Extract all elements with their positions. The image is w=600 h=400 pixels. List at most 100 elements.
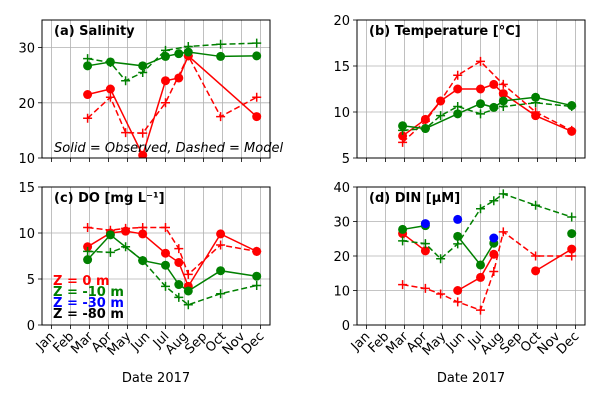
model-point xyxy=(83,54,93,64)
y-tick-label: 20 xyxy=(333,14,350,29)
y-tick-label: 10 xyxy=(18,152,35,167)
axes-frame xyxy=(41,19,271,159)
depth-legend-80m: Z = -80 m xyxy=(53,307,124,322)
model-point xyxy=(498,79,508,89)
model-point xyxy=(161,45,170,55)
observed-point xyxy=(453,84,463,94)
model-point xyxy=(216,289,226,299)
plot-area xyxy=(83,38,262,158)
y-tick-label: 10 xyxy=(18,227,35,242)
observed-point xyxy=(398,224,408,234)
observed-point xyxy=(420,246,430,256)
observed-point xyxy=(498,89,508,99)
model-point xyxy=(436,289,446,299)
model-line xyxy=(87,54,258,134)
model-point xyxy=(105,247,115,257)
model-point xyxy=(420,124,430,134)
observed-point xyxy=(138,61,148,71)
y-tick-label: 0 xyxy=(27,319,35,334)
observed-point xyxy=(252,51,262,61)
model-point xyxy=(453,101,463,111)
observed-point xyxy=(83,255,93,265)
model-point xyxy=(161,281,170,291)
panel-title: (c) DO [mg L⁻¹] xyxy=(54,191,165,206)
observed-model-note: Solid = Observed, Dashed = Model xyxy=(54,141,283,156)
model-point xyxy=(531,98,541,108)
x-tick-label-jun: Jun xyxy=(443,329,469,355)
plot-area xyxy=(398,189,577,315)
observed-point xyxy=(567,229,577,239)
depth-legend-0m: Z = 0 m xyxy=(53,274,110,289)
model-point xyxy=(138,222,148,232)
model-point xyxy=(531,251,541,261)
model-line xyxy=(87,226,257,276)
axes-frame xyxy=(41,186,271,326)
model-point xyxy=(83,222,93,232)
model-point xyxy=(216,112,226,122)
observed-point xyxy=(174,280,184,290)
axes-frame xyxy=(356,19,586,159)
observed-line xyxy=(87,233,257,292)
model-point xyxy=(252,246,262,256)
model-point xyxy=(216,39,226,49)
observed-point xyxy=(174,257,184,267)
model-point xyxy=(183,269,193,279)
model-point xyxy=(498,227,508,237)
observed-line xyxy=(535,248,573,272)
y-tick-label: 10 xyxy=(333,106,350,121)
observed-line xyxy=(402,96,572,130)
observed-line xyxy=(87,51,257,67)
panel-do: 051015JanFebMarAprMayJunJulAugSepOctNovD… xyxy=(18,181,271,359)
x-tick-label-dec: Dec xyxy=(239,329,267,357)
observed-point xyxy=(453,231,463,241)
observed-point xyxy=(489,249,499,259)
observed-point xyxy=(161,248,170,258)
model-point xyxy=(567,125,577,135)
model-point xyxy=(83,246,93,256)
y-tick-label: 15 xyxy=(18,181,35,196)
observed-point xyxy=(83,242,93,252)
x-axis-label-left: Date 2017 xyxy=(122,371,190,386)
model-point xyxy=(105,58,115,68)
model-point xyxy=(476,109,485,119)
model-point xyxy=(183,41,193,51)
model-line xyxy=(402,60,573,143)
panel-temperature: 5 10 15 20 (b) Temperature [°C] xyxy=(333,14,586,167)
observed-point xyxy=(174,49,184,59)
observed-point xyxy=(489,233,499,243)
y-tick-label: 15 xyxy=(333,60,350,75)
model-point xyxy=(252,92,262,102)
observed-point xyxy=(531,92,541,102)
model-point xyxy=(498,189,508,199)
y-tick-label: 0 xyxy=(342,319,350,334)
model-point xyxy=(398,137,408,147)
observed-point xyxy=(476,99,485,109)
model-point xyxy=(138,67,148,77)
model-point xyxy=(138,128,148,138)
model-point xyxy=(476,204,485,214)
observed-point xyxy=(398,121,408,131)
model-point xyxy=(420,239,430,249)
depth-legend-10m: Z = -10 m xyxy=(53,285,124,300)
observed-point xyxy=(105,84,115,94)
x-tick-label-dec: Dec xyxy=(554,329,582,357)
model-point xyxy=(476,56,485,66)
observed-point xyxy=(420,219,430,229)
panel-salinity: 10 20 30 (a) Salinity xyxy=(18,19,271,167)
model-point xyxy=(121,223,131,233)
model-point xyxy=(567,101,577,111)
model-point xyxy=(252,280,262,290)
observed-point xyxy=(183,286,193,296)
model-point xyxy=(531,107,541,117)
observed-point xyxy=(252,271,262,281)
model-point xyxy=(453,70,463,80)
depth-legend-30m: Z = -30 m xyxy=(53,296,124,311)
model-point xyxy=(498,101,508,111)
model-point xyxy=(436,96,446,106)
observed-point xyxy=(138,229,148,239)
observed-point xyxy=(216,229,226,239)
model-line xyxy=(402,102,572,132)
model-point xyxy=(476,305,485,315)
model-point xyxy=(398,125,408,135)
